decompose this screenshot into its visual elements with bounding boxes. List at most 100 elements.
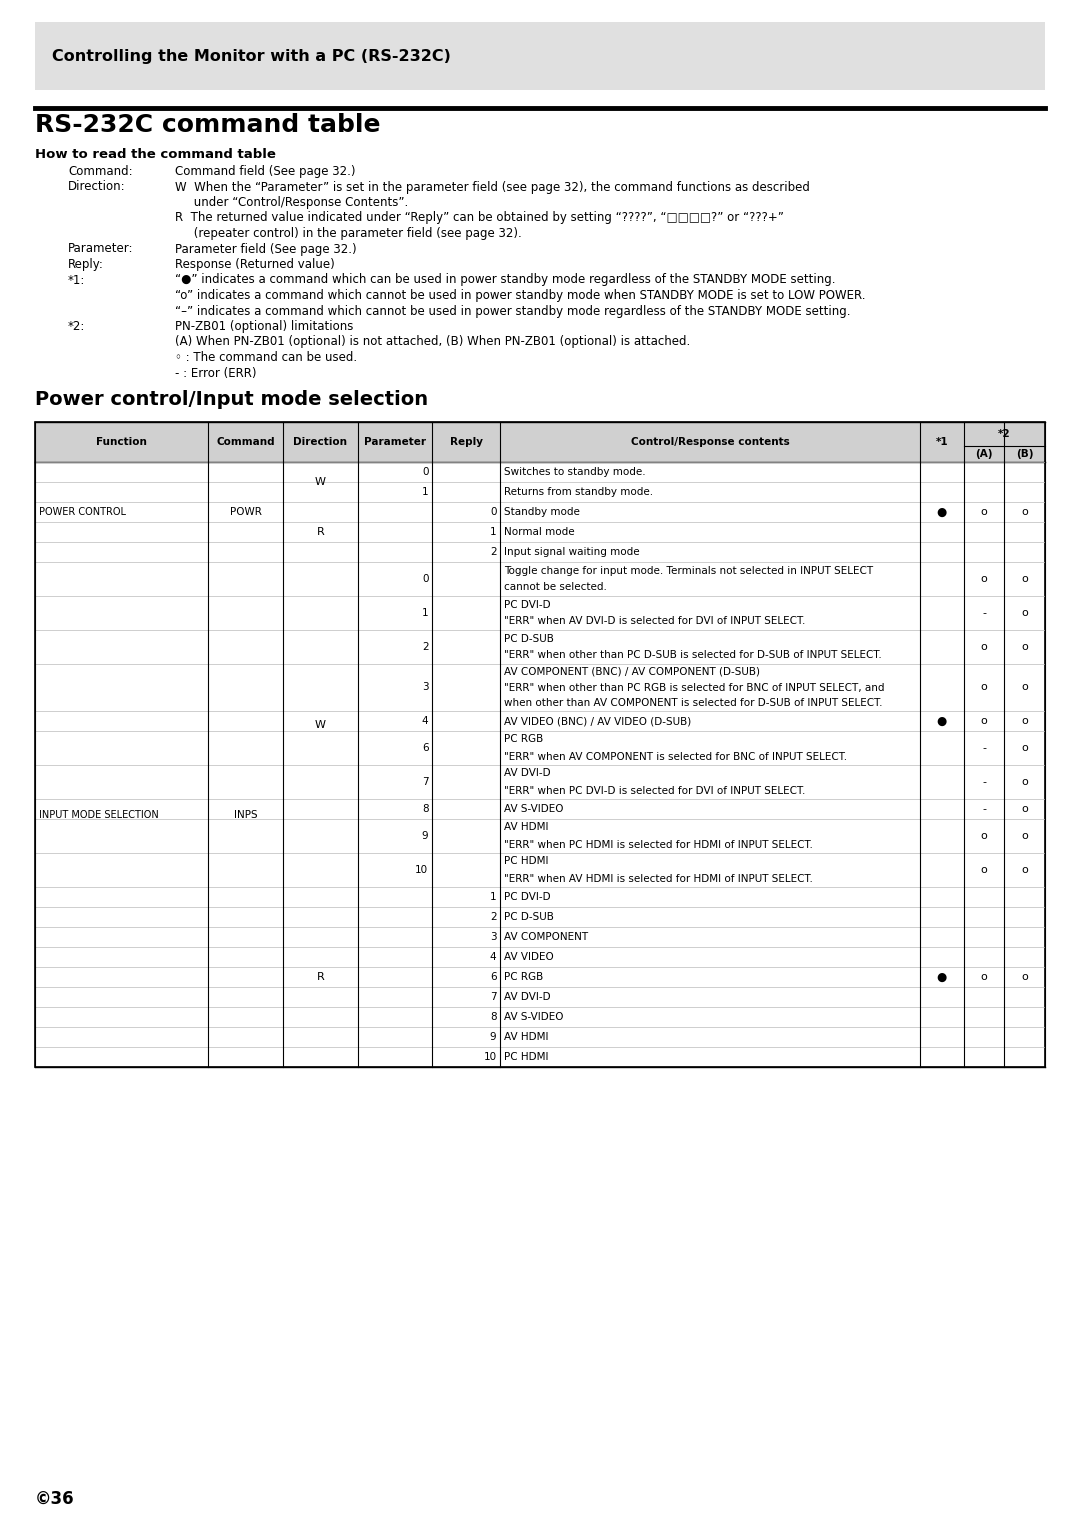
Text: 0: 0 [422,574,429,583]
Text: - : Error (ERR): - : Error (ERR) [175,366,257,380]
Bar [35,799,1045,818]
Bar [35,421,1045,463]
Bar [35,631,1045,664]
Text: "ERR" when AV HDMI is selected for HDMI of INPUT SELECT.: "ERR" when AV HDMI is selected for HDMI … [504,873,813,884]
Text: o: o [981,574,987,583]
Text: 2: 2 [490,912,497,922]
Text: AV HDMI: AV HDMI [504,823,549,832]
Text: 1: 1 [490,527,497,538]
Text: Parameter: Parameter [364,437,427,447]
Text: 8: 8 [422,805,429,814]
Text: *1:: *1: [68,273,85,287]
Text: AV VIDEO (BNC) / AV VIDEO (D-SUB): AV VIDEO (BNC) / AV VIDEO (D-SUB) [504,716,691,725]
Bar [35,502,1045,522]
Text: Direction:: Direction: [68,180,125,194]
Text: o: o [1022,744,1028,753]
Text: o: o [1022,805,1028,814]
Text: -: - [982,744,986,753]
Bar [35,522,1045,542]
Text: POWR: POWR [230,507,261,518]
Text: o: o [981,683,987,693]
Text: *2: *2 [998,429,1011,438]
Text: 4: 4 [422,716,429,725]
Text: 10: 10 [484,1052,497,1061]
Text: Toggle change for input mode. Terminals not selected in INPUT SELECT: Toggle change for input mode. Terminals … [504,565,874,576]
Text: 3: 3 [422,683,429,693]
Text: PC D-SUB: PC D-SUB [504,634,554,643]
Text: o: o [1022,641,1028,652]
Text: o: o [981,641,987,652]
Bar [35,712,1045,731]
Text: ©36: ©36 [35,1490,75,1509]
Text: Switches to standby mode.: Switches to standby mode. [504,467,646,476]
Text: R: R [316,973,324,982]
Text: "ERR" when AV DVI-D is selected for DVI of INPUT SELECT.: "ERR" when AV DVI-D is selected for DVI … [504,617,806,626]
Text: "ERR" when PC HDMI is selected for HDMI of INPUT SELECT.: "ERR" when PC HDMI is selected for HDMI … [504,840,813,849]
Text: Parameter field (See page 32.): Parameter field (See page 32.) [175,243,356,255]
Text: W: W [315,719,326,730]
Text: PC D-SUB: PC D-SUB [504,912,554,922]
Bar [35,463,1045,483]
Bar [35,927,1045,947]
Text: ●: ● [936,971,947,983]
Text: o: o [1022,973,1028,982]
Text: Control/Response contents: Control/Response contents [631,437,789,447]
Text: o: o [1022,574,1028,583]
Text: 7: 7 [490,993,497,1002]
Text: Normal mode: Normal mode [504,527,576,538]
Bar [35,1048,1045,1067]
Bar [35,421,1045,1067]
Text: cannot be selected.: cannot be selected. [504,582,607,592]
Text: Function: Function [96,437,147,447]
Text: 10: 10 [416,864,429,875]
Text: Command field (See page 32.): Command field (See page 32.) [175,165,355,179]
Text: *2:: *2: [68,321,85,333]
Text: W: W [315,476,326,487]
Text: ◦ : The command can be used.: ◦ : The command can be used. [175,351,357,363]
Text: 1: 1 [422,608,429,618]
Text: Input signal waiting mode: Input signal waiting mode [504,547,640,557]
Text: Direction: Direction [294,437,348,447]
Text: AV HDMI: AV HDMI [504,1032,549,1041]
Text: RS-232C command table: RS-232C command table [35,113,380,137]
Text: 6: 6 [422,744,429,753]
Text: POWER CONTROL: POWER CONTROL [39,507,126,518]
Text: "ERR" when other than PC RGB is selected for BNC of INPUT SELECT, and: "ERR" when other than PC RGB is selected… [504,683,885,693]
Text: “o” indicates a command which cannot be used in power standby mode when STANDBY : “o” indicates a command which cannot be … [175,289,865,302]
Bar [35,664,1045,712]
Text: -: - [982,608,986,618]
Text: under “Control/Response Contents”.: under “Control/Response Contents”. [175,195,408,209]
Bar [35,887,1045,907]
Bar [35,731,1045,765]
Text: *1: *1 [935,437,948,447]
Text: -: - [982,777,986,786]
Text: Response (Returned value): Response (Returned value) [175,258,335,270]
Text: o: o [981,831,987,841]
Text: Reply: Reply [450,437,483,447]
Text: 0: 0 [422,467,429,476]
Text: W  When the “Parameter” is set in the parameter field (see page 32), the command: W When the “Parameter” is set in the par… [175,180,810,194]
Text: PC RGB: PC RGB [504,734,543,745]
Text: 7: 7 [422,777,429,786]
Text: "ERR" when PC DVI-D is selected for DVI of INPUT SELECT.: "ERR" when PC DVI-D is selected for DVI … [504,785,806,796]
Bar [35,1028,1045,1048]
Text: -: - [982,805,986,814]
Text: o: o [1022,716,1028,725]
Text: Command:: Command: [68,165,133,179]
Text: PN-ZB01 (optional) limitations: PN-ZB01 (optional) limitations [175,321,353,333]
Bar [35,765,1045,799]
Text: AV COMPONENT (BNC) / AV COMPONENT (D-SUB): AV COMPONENT (BNC) / AV COMPONENT (D-SUB… [504,667,760,676]
Text: "ERR" when other than PC D-SUB is selected for D-SUB of INPUT SELECT.: "ERR" when other than PC D-SUB is select… [504,651,882,661]
Bar [35,562,1045,596]
Text: AV COMPONENT: AV COMPONENT [504,931,589,942]
Bar [35,947,1045,967]
Text: 0: 0 [490,507,497,518]
Text: “●” indicates a command which can be used in power standby mode regardless of th: “●” indicates a command which can be use… [175,273,836,287]
Text: 1: 1 [422,487,429,496]
Text: INPS: INPS [234,809,258,820]
Text: ●: ● [936,715,947,727]
Text: Returns from standby mode.: Returns from standby mode. [504,487,653,496]
Text: AV DVI-D: AV DVI-D [504,768,551,779]
Text: AV DVI-D: AV DVI-D [504,993,551,1002]
Text: Standby mode: Standby mode [504,507,580,518]
